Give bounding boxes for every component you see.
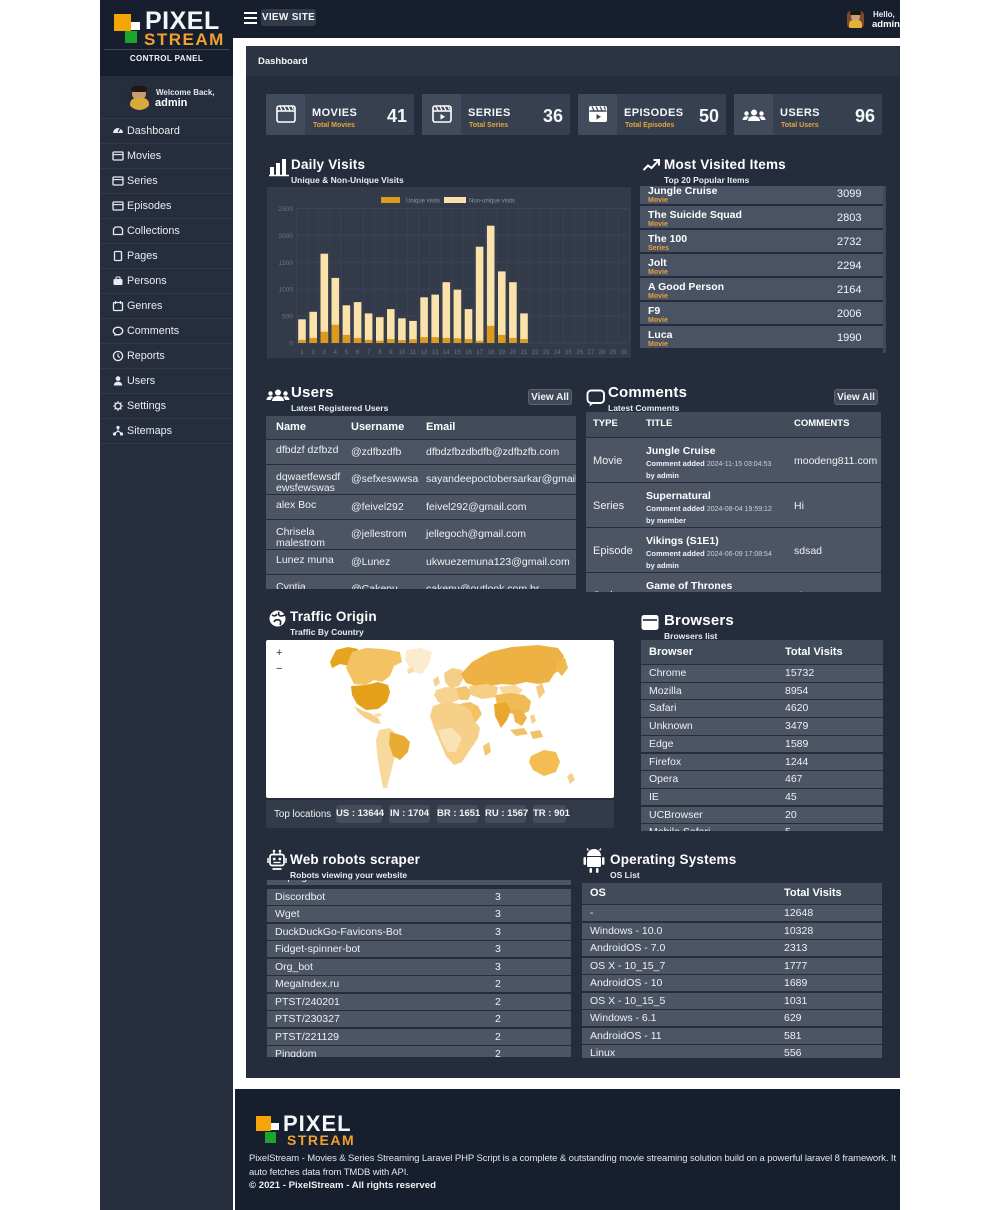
svg-text:4: 4 bbox=[334, 350, 338, 356]
svg-text:23: 23 bbox=[543, 350, 550, 356]
svg-text:500: 500 bbox=[282, 314, 293, 321]
svg-text:30: 30 bbox=[621, 350, 628, 356]
svg-text:19: 19 bbox=[498, 350, 505, 356]
svg-text:+: + bbox=[276, 647, 282, 659]
svg-text:Non-unique visits: Non-unique visits bbox=[469, 199, 515, 205]
svg-text:27: 27 bbox=[587, 350, 594, 356]
svg-text:13: 13 bbox=[432, 350, 439, 356]
svg-text:0: 0 bbox=[289, 341, 293, 348]
svg-text:3: 3 bbox=[323, 350, 327, 356]
svg-text:2000: 2000 bbox=[279, 233, 294, 240]
svg-text:8: 8 bbox=[378, 350, 382, 356]
svg-text:25: 25 bbox=[565, 350, 572, 356]
svg-text:1500: 1500 bbox=[279, 260, 294, 267]
svg-text:22: 22 bbox=[532, 350, 539, 356]
svg-text:5: 5 bbox=[345, 350, 349, 356]
svg-text:16: 16 bbox=[465, 350, 472, 356]
svg-text:Unique visits: Unique visits bbox=[406, 199, 440, 205]
svg-text:26: 26 bbox=[576, 350, 583, 356]
svg-text:24: 24 bbox=[554, 350, 561, 356]
svg-text:12: 12 bbox=[421, 350, 428, 356]
svg-text:6: 6 bbox=[356, 350, 360, 356]
svg-text:2500: 2500 bbox=[279, 206, 294, 213]
svg-text:28: 28 bbox=[598, 350, 605, 356]
svg-text:2: 2 bbox=[311, 350, 315, 356]
svg-text:7: 7 bbox=[367, 350, 371, 356]
svg-text:11: 11 bbox=[410, 350, 417, 356]
svg-text:1000: 1000 bbox=[279, 287, 294, 294]
svg-text:14: 14 bbox=[443, 350, 450, 356]
svg-text:17: 17 bbox=[476, 350, 483, 356]
svg-text:10: 10 bbox=[399, 350, 406, 356]
svg-text:9: 9 bbox=[389, 350, 393, 356]
svg-text:−: − bbox=[276, 663, 282, 675]
svg-text:20: 20 bbox=[510, 350, 517, 356]
svg-text:21: 21 bbox=[521, 350, 528, 356]
svg-text:1: 1 bbox=[300, 350, 304, 356]
svg-text:18: 18 bbox=[487, 350, 494, 356]
svg-text:15: 15 bbox=[454, 350, 461, 356]
svg-text:29: 29 bbox=[609, 350, 616, 356]
